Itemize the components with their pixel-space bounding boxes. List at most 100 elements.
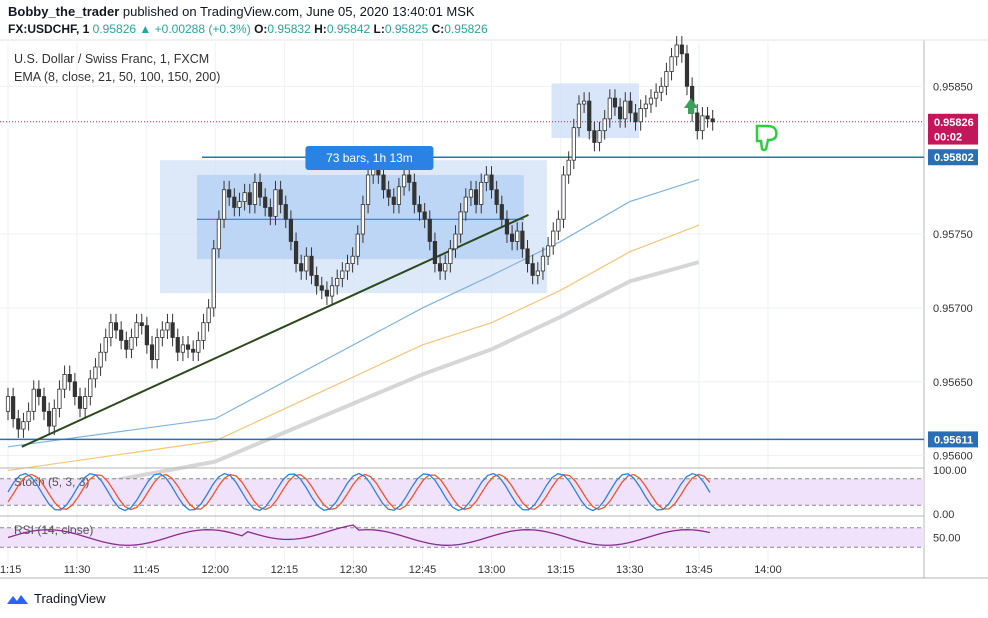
low-label: L: [373,22,385,36]
level-high-label: 0.95802 [934,152,974,164]
candle-body [155,337,160,361]
candle-body [242,192,247,202]
candle-body [41,396,47,412]
symbol-label: FX:USDCHF, 1 [8,22,90,36]
rsi-line [7,524,711,546]
x-tick-label: 12:45 [409,564,437,576]
y-tick-label: 0.95600 [933,451,973,463]
candle-body [149,344,155,361]
candle-body [504,218,510,235]
candle-body [458,211,463,235]
candle-body [129,337,134,350]
candle-body [139,322,144,327]
candle-body [417,204,422,213]
candle-body [612,97,618,108]
candle-body [643,103,648,109]
candle-body [602,118,607,132]
candle-body [216,218,221,250]
x-tick-label: 12:15 [271,564,299,576]
chart-title: U.S. Dollar / Swiss Franc, 1, FXCM [14,52,210,66]
candle-body [355,233,360,257]
candle-body [196,340,201,353]
candle-body [695,112,700,132]
candle-body [350,255,355,265]
candle-body [273,189,278,217]
candle-body [237,201,242,208]
candle-body [16,418,21,430]
ema-line-gray [7,260,700,502]
candle-body [484,174,489,183]
candle-body [211,248,216,309]
x-tick-label: 14:00 [754,564,782,576]
candle-body [710,118,715,123]
candle-body [628,100,633,114]
candle-body [108,322,113,338]
candle-body [365,174,371,205]
candle-body [463,196,468,213]
candle-body [201,322,206,341]
candle-body [304,255,309,272]
candle-body [329,285,335,297]
low-value: 0.95825 [384,22,429,36]
candle-body [88,378,93,397]
candle-body [21,421,26,430]
candle-body [119,329,124,341]
candle-body [582,100,587,105]
level-low-label: 0.95611 [934,434,973,446]
candle-body [489,174,494,191]
candle-body [705,115,710,120]
candle-body [443,263,448,272]
ema-legend: EMA (8, close, 21, 50, 100, 150, 200) [14,70,221,84]
candle-body [432,241,438,265]
last-price-label-bg [928,113,978,130]
candle-body [674,44,679,58]
candle-body [180,344,185,353]
x-tick-label: 12:30 [340,564,368,576]
candle-body [324,289,330,297]
candle-body [247,192,252,205]
x-tick-label: 13:45 [685,564,713,576]
candle-body [26,410,31,423]
y-tick-label: 0.95700 [933,303,973,315]
candle-body [93,366,98,380]
ema-line-orange [7,224,700,472]
brand-name: TradingView [34,591,106,606]
candle-body [160,329,165,338]
candle-body [62,374,67,390]
y-tick-label: 0.95850 [933,81,973,93]
countdown-label: 00:02 [934,132,962,144]
candle-body [47,410,52,427]
thumbs-down-icon [755,124,778,152]
candle-body [659,85,664,93]
x-tick-label: 13:15 [547,564,575,576]
countdown-label-bg [928,128,978,145]
candle-body [165,322,170,331]
x-tick-label: 11:45 [133,564,160,576]
last-price-label: 0.95826 [934,117,974,129]
candle-body [530,263,535,276]
author-name[interactable]: Bobby_the_trader [8,4,120,19]
candle-body [607,97,612,120]
candle-body [479,181,484,205]
measure-label: 73 bars, 1h 13m [326,151,413,165]
candle-body [453,233,458,250]
y-tick-label: 0.95650 [933,377,973,389]
candle-body [468,189,474,198]
tradingview-logo[interactable]: TradingView [6,591,106,606]
ohlc-header: FX:USDCHF, 1 0.95826 ▲ +0.00288 (+0.3%) … [8,22,488,36]
publish-info: Bobby_the_trader published on TradingVie… [8,4,475,19]
candle-body [278,189,283,205]
candle-body [509,233,515,242]
candle-body [623,100,628,120]
publish-text: published on TradingView.com, June 05, 2… [119,4,475,19]
y-tick-label: 0.95750 [933,229,973,241]
candle-body [391,196,396,205]
candle-body [422,211,427,220]
candle-body [700,115,705,132]
candle-body [618,106,623,120]
candle-body [103,337,108,353]
candle-body [633,112,638,123]
candle-body [299,263,304,272]
trendline [21,213,529,448]
